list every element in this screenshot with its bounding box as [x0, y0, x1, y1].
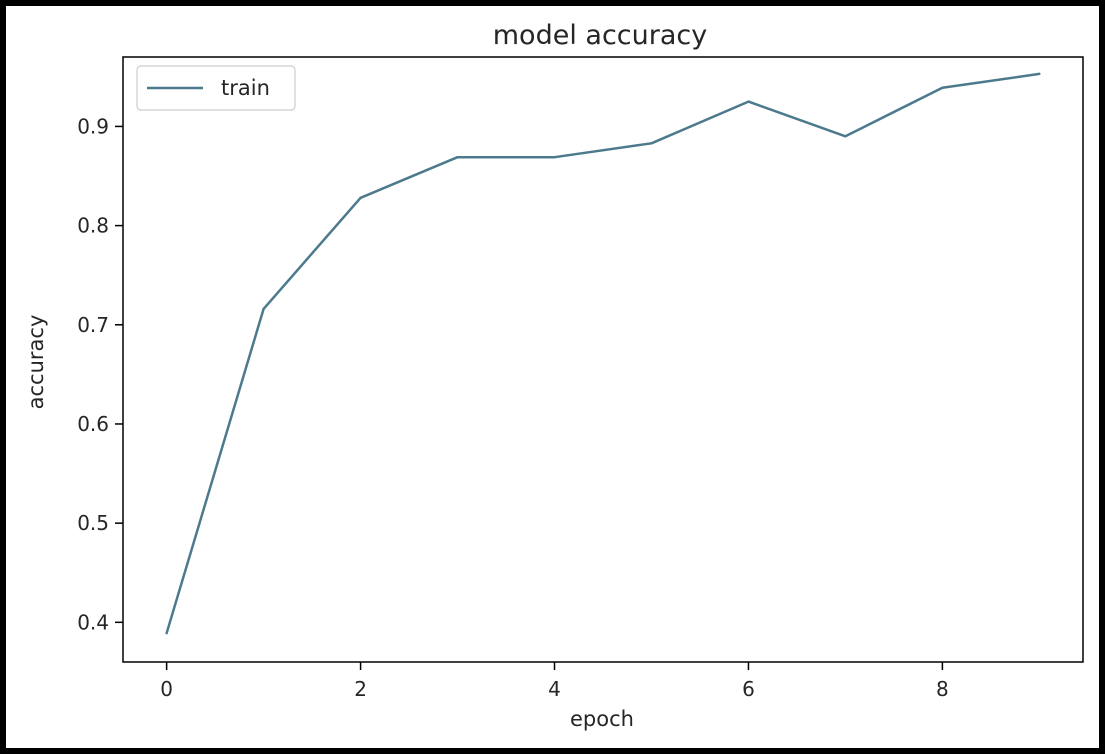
legend: train	[136, 65, 296, 111]
x-axis-ticks: 0 2 4 6 8	[160, 662, 949, 701]
series-layer	[165, 72, 1041, 635]
data-point	[1038, 72, 1041, 76]
y-tick-label: 0.6	[77, 412, 109, 436]
y-tick-label: 0.4	[77, 610, 109, 634]
series-line-train	[165, 72, 1040, 634]
data-point	[262, 307, 265, 311]
y-tick-label: 0.9	[77, 114, 109, 138]
data-point	[650, 142, 653, 145]
y-tick-label: 0.5	[77, 511, 109, 535]
y-tick-label: 0.7	[77, 313, 109, 337]
x-tick-label: 4	[548, 677, 561, 701]
x-tick-label: 8	[936, 677, 949, 701]
data-point	[456, 155, 459, 159]
data-point	[165, 632, 168, 635]
legend-box	[136, 65, 296, 111]
data-point	[747, 100, 750, 103]
data-point	[941, 86, 944, 89]
y-tick-label: 0.8	[77, 214, 109, 238]
plot-area	[122, 56, 1084, 663]
legend-series-label: train	[221, 76, 270, 100]
y-axis-ticks: 0.4 0.5 0.6 0.7 0.8 0.9	[77, 114, 123, 634]
data-point	[844, 135, 847, 138]
data-point	[359, 196, 362, 200]
y-axis-label: accuracy	[24, 315, 48, 410]
chart-title: model accuracy	[493, 20, 707, 51]
x-tick-label: 6	[742, 677, 755, 701]
x-tick-label: 2	[354, 677, 367, 701]
x-tick-label: 0	[160, 677, 173, 701]
data-point	[553, 155, 556, 159]
x-axis-label: epoch	[570, 707, 634, 731]
